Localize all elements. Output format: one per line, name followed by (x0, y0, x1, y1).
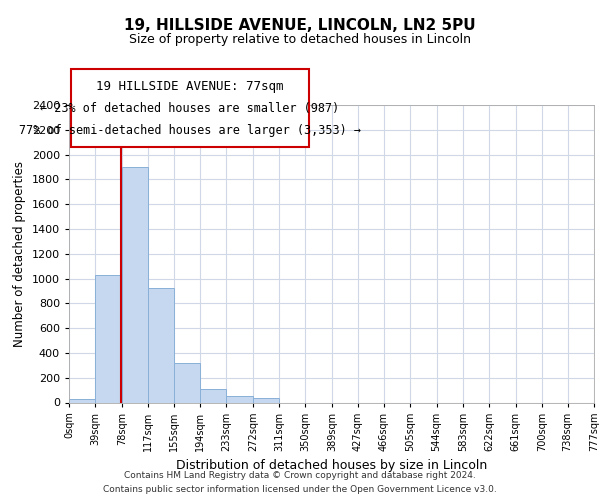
Bar (253, 398, 279, 402)
Bar (174, 363, 200, 403)
Bar (122, 167, 148, 402)
Y-axis label: Number of detached properties: Number of detached properties (13, 161, 26, 347)
Text: 19 HILLSIDE AVENUE: 77sqm: 19 HILLSIDE AVENUE: 77sqm (96, 80, 284, 93)
Text: Contains public sector information licensed under the Open Government Licence v3: Contains public sector information licen… (103, 484, 497, 494)
Bar (95, 276, 122, 402)
Bar (200, 390, 226, 402)
Text: Size of property relative to detached houses in Lincoln: Size of property relative to detached ho… (129, 32, 471, 46)
Text: 19, HILLSIDE AVENUE, LINCOLN, LN2 5PU: 19, HILLSIDE AVENUE, LINCOLN, LN2 5PU (124, 18, 476, 32)
Bar (226, 396, 253, 402)
Text: Contains HM Land Registry data © Crown copyright and database right 2024.: Contains HM Land Registry data © Crown c… (124, 472, 476, 480)
FancyBboxPatch shape (71, 70, 309, 147)
Bar (148, 288, 174, 403)
Text: 77% of semi-detached houses are larger (3,353) →: 77% of semi-detached houses are larger (… (19, 124, 361, 136)
Text: ← 23% of detached houses are smaller (987): ← 23% of detached houses are smaller (98… (40, 102, 340, 114)
Bar (69, 400, 95, 402)
X-axis label: Distribution of detached houses by size in Lincoln: Distribution of detached houses by size … (176, 460, 487, 472)
